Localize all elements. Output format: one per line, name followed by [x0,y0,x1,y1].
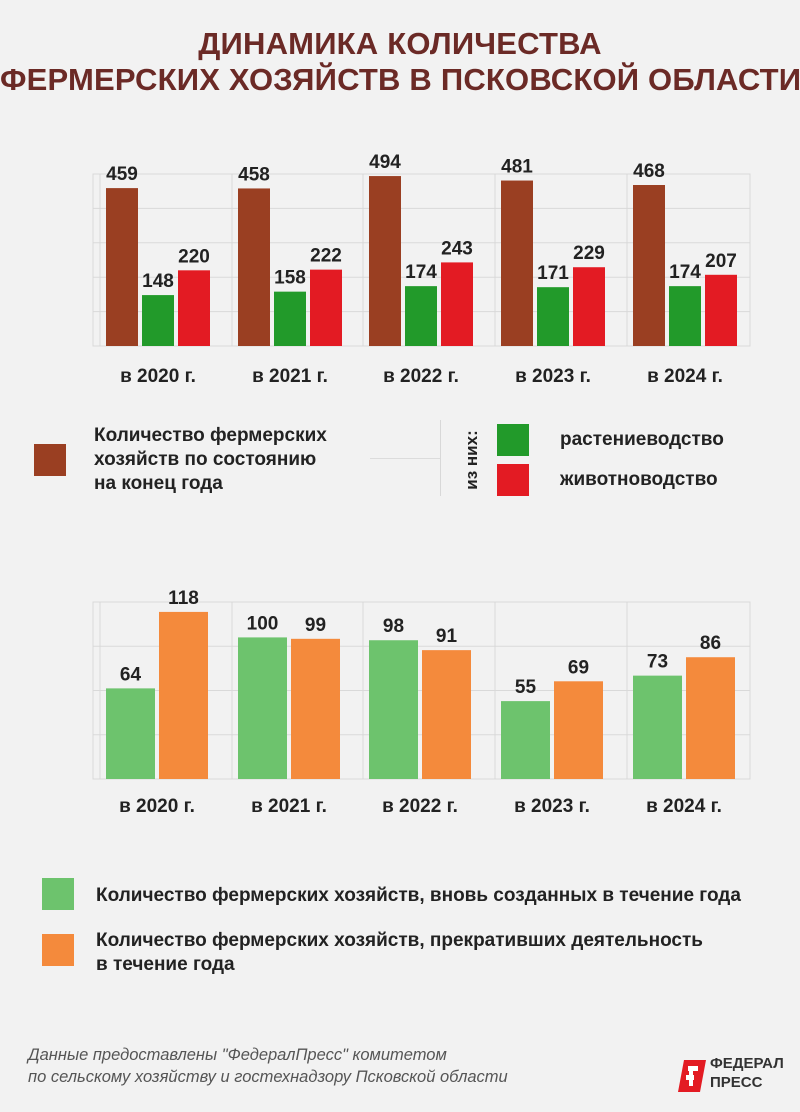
bar-label-s1-4: 174 [669,262,701,283]
bar-s1-3 [537,287,569,346]
bar-s0-1 [238,637,287,779]
legend-connector [370,458,440,459]
bar-label-s2-2: 243 [441,238,473,259]
bar-label-s2-4: 207 [705,251,737,272]
category-label-2: в 2022 г. [383,366,459,387]
legend-divider [440,420,441,496]
bar-s1-4 [686,657,735,779]
title-line-2: ФЕРМЕРСКИХ ХОЗЯЙСТВ В ПСКОВСКОЙ ОБЛАСТИ [0,62,800,97]
bar-s1-1 [291,638,340,779]
bar-label-s1-2: 174 [405,262,437,283]
bar-label-s1-3: 69 [568,657,589,678]
bar-s1-2 [405,286,437,346]
farms-created-closed-chart: 64 118 в 2020 г. 100 99 в 2021 г. 98 91 в 2022 г… [92,588,751,817]
page-title: ДИНАМИКА КОЛИЧЕСТВА ФЕРМЕРСКИХ ХОЗЯЙСТВ … [0,26,800,98]
bar-s0-4 [633,675,682,779]
bar-s0-1 [238,188,270,346]
legend-of-them-label: из них: [462,430,481,490]
bar-s1-0 [142,295,174,346]
bar-label-s1-0: 118 [168,588,199,609]
category-label-1: в 2021 г. [252,366,328,387]
legend-label-livestock: животноводство [560,469,718,490]
bar-s2-3 [573,267,605,346]
bar-label-s0-3: 55 [515,677,537,698]
bar-s0-3 [501,701,550,779]
bar-label-s1-1: 99 [305,615,326,636]
bar-label-s1-4: 86 [700,633,721,654]
bar-label-s2-0: 220 [178,246,210,267]
bar-s0-2 [369,640,418,779]
legend-swatch-livestock [497,464,529,496]
bar-s0-3 [501,180,533,346]
bar-s2-1 [310,269,342,346]
category-label-0: в 2020 г. [119,796,195,817]
source-note: Данные предоставлены "ФедералПресс" коми… [28,1046,508,1086]
bar-label-s0-2: 494 [369,152,401,173]
bar-label-s0-4: 468 [633,161,665,182]
bar-label-s0-1: 100 [247,613,279,634]
legend-swatch-new [42,878,74,910]
logo-mark-icon [678,1060,706,1092]
title-line-1: ДИНАМИКА КОЛИЧЕСТВА [198,26,602,61]
legend-swatch-total [34,444,66,476]
category-label-2: в 2022 г. [382,796,458,817]
category-label-4: в 2024 г. [646,796,722,817]
bar-label-s1-3: 171 [537,263,569,284]
category-label-1: в 2021 г. [251,796,327,817]
legend-swatch-crop [497,424,529,456]
bar-s2-4 [705,274,737,346]
category-label-3: в 2023 г. [515,366,591,387]
legend-top: Количество фермерских хозяйств по состоя… [0,416,800,506]
category-label-3: в 2023 г. [514,796,590,817]
federalpress-logo: ФЕДЕРАЛ ПРЕСС [676,1052,786,1096]
bar-label-s0-4: 73 [647,652,668,673]
legend-label-crop: растениеводство [560,429,724,450]
bar-label-s0-3: 481 [501,157,533,178]
bar-s1-0 [159,611,208,779]
logo-text: ФЕДЕРАЛ ПРЕСС [710,1055,784,1091]
bar-label-s0-0: 459 [106,164,138,185]
legend-label-new: Количество фермерских хозяйств, вновь со… [96,885,741,906]
bar-label-s1-1: 158 [274,268,306,289]
bar-s1-4 [669,286,701,346]
category-label-0: в 2020 г. [120,366,196,387]
bar-label-s2-1: 222 [310,246,342,267]
bar-label-s0-0: 64 [120,664,142,685]
bar-label-s0-1: 458 [238,164,270,185]
bar-s1-1 [274,291,306,346]
legend-swatch-closed [42,934,74,966]
bar-s0-0 [106,688,155,779]
bar-label-s1-2: 91 [436,626,458,647]
bar-s2-0 [178,270,210,346]
category-label-4: в 2024 г. [647,366,723,387]
bar-s1-2 [422,650,471,779]
bar-label-s2-3: 229 [573,243,605,264]
bar-s1-3 [554,681,603,779]
bar-s0-2 [369,176,401,346]
bar-s0-4 [633,185,665,346]
bar-label-s0-2: 98 [383,616,404,637]
bar-label-s1-0: 148 [142,271,174,292]
bar-s0-0 [106,188,138,346]
legend-label-closed: Количество фермерских хозяйств, прекрати… [96,930,703,975]
legend-label-total: Количество фермерских хозяйств по состоя… [94,425,327,494]
bar-s2-2 [441,262,473,346]
